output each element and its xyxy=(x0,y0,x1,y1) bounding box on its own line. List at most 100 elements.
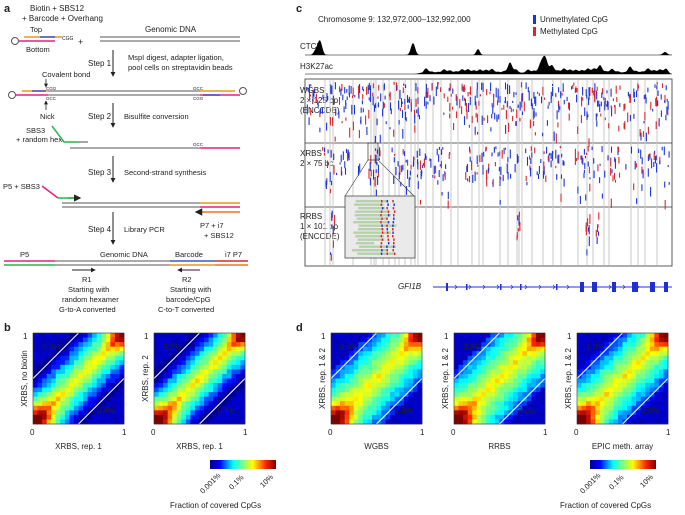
heatmap-cell xyxy=(599,387,605,393)
heatmap-frame xyxy=(576,332,669,425)
track-ctcf-label: CTCF xyxy=(300,42,321,51)
heatmap-cell xyxy=(87,342,93,347)
heatmap-cell xyxy=(154,364,159,370)
heatmap-cell xyxy=(531,364,537,370)
heatmap-cell xyxy=(581,373,587,379)
i7p7-label: i7 P7 xyxy=(225,250,242,259)
heatmap-cell xyxy=(522,383,528,388)
heatmap-cell xyxy=(590,387,596,393)
heatmap-cell xyxy=(110,360,116,366)
heatmap-cell xyxy=(454,346,459,352)
heatmap-cell xyxy=(222,355,228,361)
heatmap-cell xyxy=(78,355,84,361)
heatmap-cell xyxy=(472,342,478,347)
h3k27ac-signal xyxy=(305,55,672,74)
heatmap-cell xyxy=(172,401,178,407)
heatmap-cell xyxy=(504,419,509,425)
heatmap-cell xyxy=(105,414,111,420)
heatmap-cell xyxy=(42,337,47,343)
heatmap-cell xyxy=(78,337,84,343)
lower-percent: 0.4% xyxy=(218,406,236,415)
heatmap-cell xyxy=(513,419,518,425)
heatmap-cell xyxy=(417,333,423,338)
heatmap-cell xyxy=(622,355,628,361)
heatmap-cell xyxy=(199,346,205,352)
heatmap-cell xyxy=(231,342,237,347)
heatmap-cell xyxy=(454,369,459,375)
heatmap-cell xyxy=(403,369,409,375)
heatmap-cell xyxy=(185,401,191,407)
heatmap-cell xyxy=(163,337,168,343)
heatmap-cell xyxy=(358,351,364,357)
heatmap-cell xyxy=(467,364,473,370)
strand-chevron xyxy=(608,284,612,290)
heatmap-cell xyxy=(663,355,669,361)
heatmap-cell xyxy=(101,369,107,375)
tick-1: 1 xyxy=(122,428,127,437)
heatmap-cell xyxy=(381,387,386,393)
heatmap-cell xyxy=(217,419,223,425)
heatmap-cell xyxy=(83,378,88,384)
heatmap-cell xyxy=(217,392,223,397)
heatmap-cell xyxy=(604,414,610,420)
heatmap-cell xyxy=(37,410,43,416)
heatmap-cell xyxy=(222,364,228,370)
heatmap-cell xyxy=(654,337,660,343)
heatmap-cell xyxy=(408,419,414,425)
panel-a: a Biotin + SBS12 + Barcode + Overhang To… xyxy=(3,3,248,314)
heatmap-cell xyxy=(604,396,610,402)
heatmap-cell xyxy=(96,364,102,370)
heatmap-cell xyxy=(37,387,43,393)
heatmap-cell xyxy=(390,355,395,361)
heatmap-cell xyxy=(167,342,173,347)
heatmap-cell xyxy=(622,383,628,388)
heatmap-cell xyxy=(158,346,164,352)
heatmap-cell xyxy=(362,346,368,352)
heatmap-cell xyxy=(622,369,628,375)
heatmap-cell xyxy=(335,337,341,343)
heatmap-cell xyxy=(163,414,168,420)
heatmap-cell xyxy=(476,360,482,366)
heatmap-cell xyxy=(636,337,641,343)
lower-percent: 0.4% xyxy=(97,406,115,415)
heatmap-cell xyxy=(240,346,246,352)
heatmap-cell xyxy=(485,333,491,338)
heatmap-cell xyxy=(649,396,655,402)
heatmap-cell xyxy=(654,419,660,425)
heatmap-cell xyxy=(499,355,505,361)
heatmap-cell xyxy=(105,346,111,352)
heatmap-cell xyxy=(176,337,182,343)
heatmap-cell xyxy=(101,346,107,352)
heatmap-cell xyxy=(504,410,509,416)
heatmap-cell xyxy=(158,337,164,343)
heatmap-cell xyxy=(654,364,660,370)
heatmap-cell xyxy=(73,337,79,343)
heatmap-cell xyxy=(408,414,414,420)
heatmap-cell xyxy=(87,392,93,397)
heatmap-cell xyxy=(101,414,107,420)
heatmap-cell xyxy=(631,378,637,384)
heatmap-cell xyxy=(412,342,418,347)
heatmap-cell xyxy=(163,342,168,347)
threshold-line-upper xyxy=(330,332,377,379)
heatmap-cell xyxy=(663,369,669,375)
heatmap-cell xyxy=(463,369,468,375)
heatmap-cell xyxy=(344,378,350,384)
heatmap-cell xyxy=(408,373,414,379)
heatmap-cell xyxy=(385,364,391,370)
heatmap-cell xyxy=(640,414,646,420)
heatmap-cell xyxy=(649,360,655,366)
heatmap-cell xyxy=(110,392,116,397)
heatmap-cell xyxy=(181,396,187,402)
heatmap-cell xyxy=(167,378,173,384)
heatmap-cell xyxy=(645,342,651,347)
heatmap-cell xyxy=(390,369,395,375)
heatmap-cell xyxy=(73,414,79,420)
heatmap-cell xyxy=(663,342,669,347)
genomic-dna-label: Genomic DNA xyxy=(145,25,197,34)
heatmap-cell xyxy=(408,392,414,397)
heatmap-cell xyxy=(513,333,518,338)
heatmap-cell xyxy=(531,360,537,366)
heatmap-cell xyxy=(640,405,646,411)
heatmap-cell xyxy=(367,373,373,379)
